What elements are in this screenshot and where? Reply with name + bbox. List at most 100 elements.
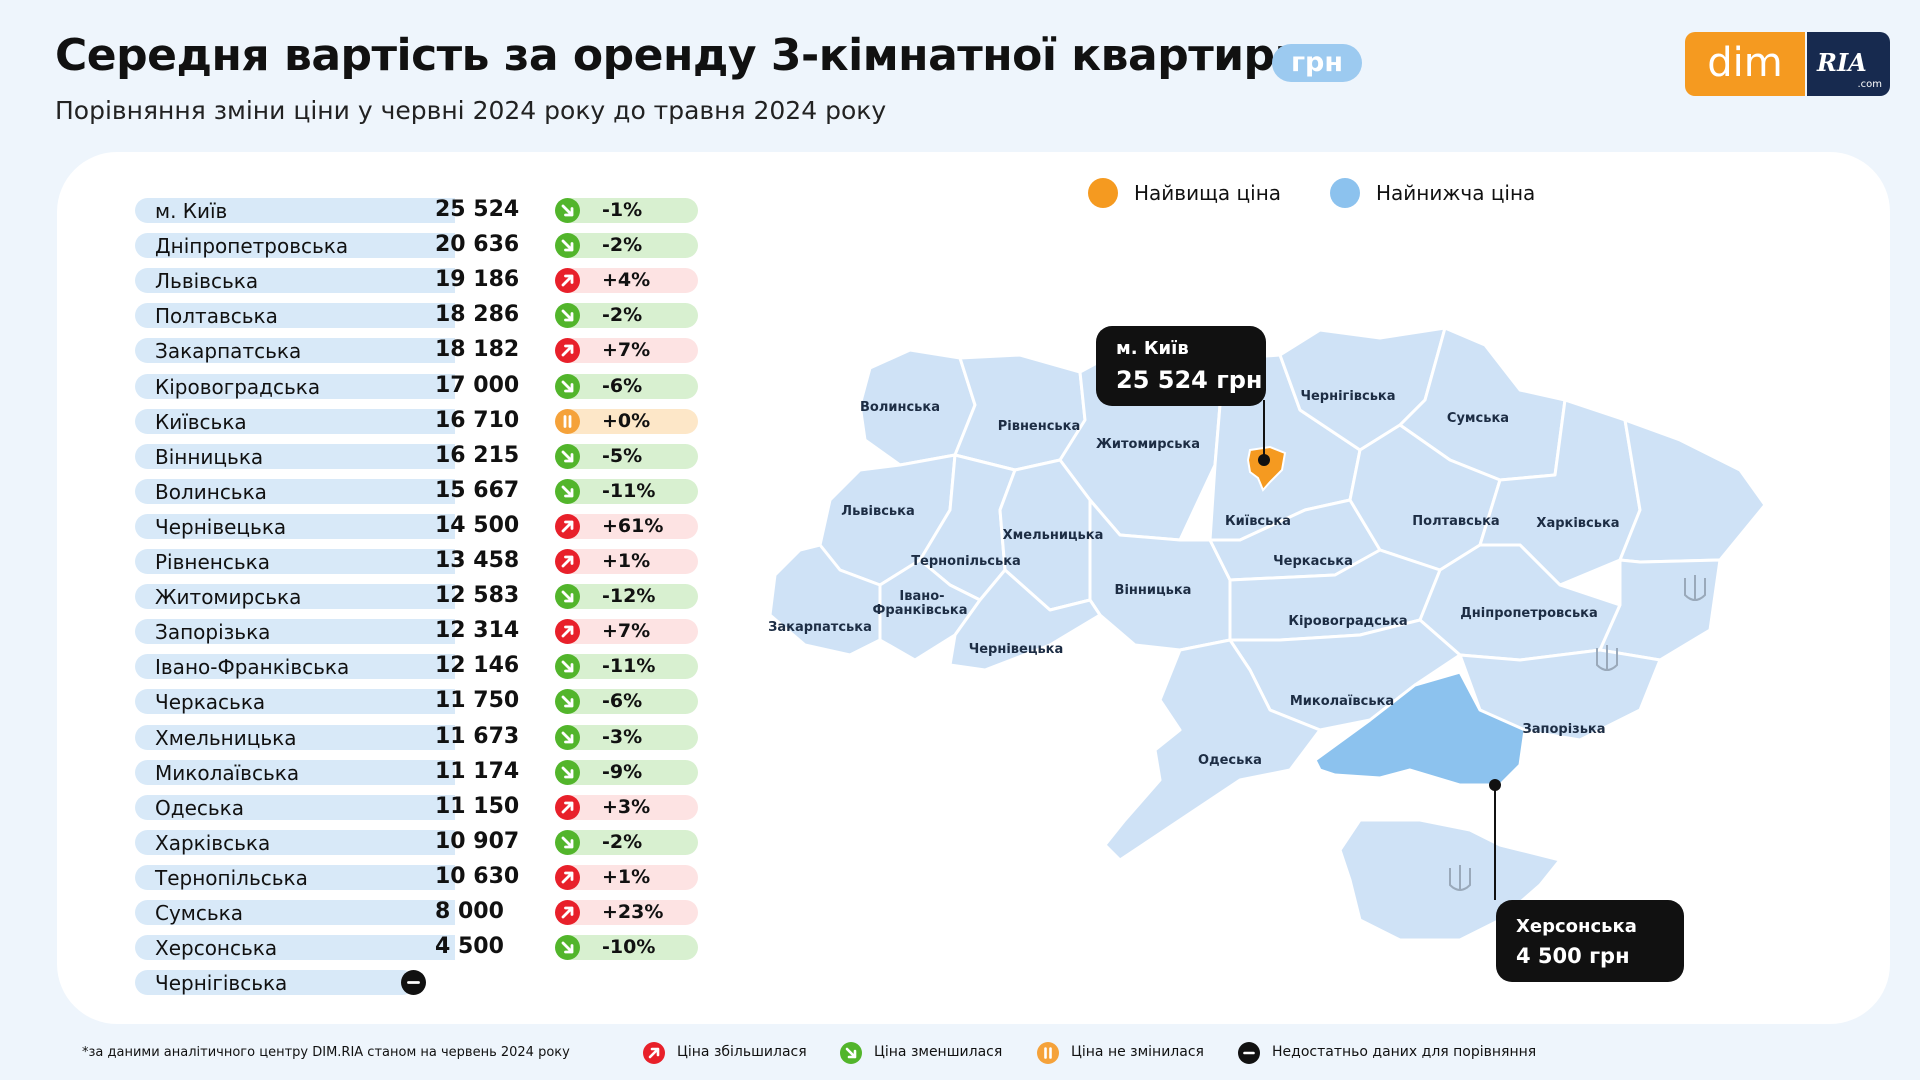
table-row[interactable]: Волинська 15 667 -11% — [135, 478, 698, 504]
price-up-icon — [555, 338, 580, 364]
map-label-ivano-2: Франківська — [873, 603, 968, 618]
table-row[interactable]: Полтавська 18 286 -2% — [135, 302, 698, 329]
row-region-name: Чернівецька — [155, 514, 287, 539]
footer-same-label: Ціна не змінилася — [1071, 1044, 1204, 1060]
table-row[interactable]: Львівська 19 186 +4% — [135, 267, 698, 294]
row-price: 18 286 — [435, 302, 520, 328]
price-up-icon — [555, 513, 580, 539]
region-odeska[interactable] — [1103, 638, 1322, 862]
table-row[interactable]: Одеська 11 150 +3% — [135, 794, 698, 820]
table-row[interactable]: Чернігівська — [135, 970, 698, 996]
row-name-background — [135, 654, 455, 680]
row-region-name: Харківська — [155, 830, 271, 855]
table-row[interactable]: Черкаська 11 750 -6% — [135, 688, 698, 715]
price-up-icon — [555, 900, 580, 925]
row-name-background — [135, 303, 455, 329]
map-label-zaporizka: Запорізька — [1522, 722, 1605, 737]
price-down-icon — [555, 198, 580, 223]
row-region-name: Херсонська — [155, 936, 278, 961]
table-row[interactable]: Київська 16 710 +0% — [135, 407, 698, 434]
map-label-zhytomyrska: Житомирська — [1096, 437, 1200, 452]
map-label-dnipropetrovska: Дніпропетровська — [1460, 606, 1598, 621]
row-name-background — [135, 443, 455, 469]
map-label-volynska: Волинська — [860, 400, 940, 415]
row-change: -5% — [602, 444, 643, 467]
page-title: Середня вартість за оренду 3-кімнатної к… — [55, 30, 1305, 81]
row-change-background — [570, 408, 698, 434]
row-change: +0% — [602, 409, 651, 432]
table-row[interactable]: м. Київ 25 524 -1% — [135, 197, 698, 223]
row-region-name: Житомирська — [155, 585, 302, 610]
row-name-background — [135, 864, 455, 890]
row-change: -10% — [602, 936, 656, 959]
row-change: +7% — [602, 620, 651, 643]
table-row[interactable]: Сумська 8 000 +23% — [135, 899, 698, 925]
row-name-background — [135, 584, 455, 610]
map-label-ivano-1: Івано- — [899, 589, 944, 604]
region-donetska[interactable] — [1598, 558, 1722, 662]
region-khersonska[interactable] — [1313, 670, 1527, 787]
row-change: -1% — [602, 199, 643, 221]
no-data-icon — [1238, 1042, 1260, 1064]
row-price: 11 673 — [435, 723, 520, 749]
row-change-background — [570, 373, 698, 399]
row-change: +1% — [602, 550, 651, 572]
region-zakarpatska[interactable] — [768, 543, 882, 657]
table-row[interactable]: Тернопільська 10 630 +1% — [135, 864, 698, 890]
map-label-chernihivska: Чернігівська — [1300, 389, 1395, 404]
row-region-name: Закарпатська — [155, 339, 302, 364]
table-row[interactable]: Миколаївська 11 174 -9% — [135, 759, 698, 785]
legend-highest-label: Найвища ціна — [1134, 181, 1282, 205]
row-name-background — [135, 829, 455, 855]
price-down-icon — [555, 935, 580, 961]
row-price: 10 907 — [435, 828, 520, 854]
row-change: +1% — [602, 865, 651, 888]
table-row[interactable]: Вінницька 16 215 -5% — [135, 443, 698, 469]
row-region-name: Кіровоградська — [155, 374, 321, 399]
kyiv-callout-name: м. Київ — [1116, 338, 1189, 359]
price-same-icon — [1037, 1042, 1059, 1064]
region-chernivetska[interactable] — [948, 568, 1102, 672]
row-region-name: Вінницька — [155, 444, 264, 469]
row-price: 11 750 — [435, 688, 520, 714]
row-change-background — [570, 549, 698, 574]
price-same-icon — [555, 408, 580, 434]
table-row[interactable]: Херсонська 4 500 -10% — [135, 934, 698, 961]
table-row[interactable]: Хмельницька 11 673 -3% — [135, 723, 698, 750]
table-row[interactable]: Запорізька 12 314 +7% — [135, 618, 698, 645]
row-name-background — [135, 513, 455, 539]
table-row[interactable]: Харківська 10 907 -2% — [135, 828, 698, 855]
row-name-background — [135, 689, 455, 715]
table-row[interactable]: Дніпропетровська 20 636 -2% — [135, 232, 698, 259]
table-row[interactable]: Чернівецька 14 500 +61% — [135, 513, 698, 539]
row-region-name: Запорізька — [155, 620, 271, 645]
row-change: -6% — [602, 374, 643, 397]
page-subtitle: Порівняння зміни ціни у червні 2024 року… — [55, 96, 887, 125]
trident-icon — [1449, 865, 1471, 891]
table-row[interactable]: Рівненська 13 458 +1% — [135, 548, 698, 574]
footer-nodata-label: Недостатньо даних для порівняння — [1272, 1044, 1537, 1060]
row-region-name: Тернопільська — [155, 865, 308, 890]
kyiv-city-marker[interactable] — [1246, 445, 1287, 492]
row-region-name: Одеська — [155, 795, 244, 820]
row-change: +23% — [602, 901, 664, 923]
row-change: -12% — [602, 585, 656, 608]
table-row[interactable]: Івано-Франківська 12 146 -11% — [135, 653, 698, 680]
price-down-icon — [555, 303, 580, 329]
row-change-background — [570, 268, 698, 294]
price-up-icon — [555, 619, 580, 645]
trident-icon — [1684, 575, 1706, 601]
row-price: 17 000 — [435, 372, 520, 398]
price-down-icon — [555, 373, 580, 399]
row-change: -2% — [602, 304, 643, 327]
row-price: 16 710 — [435, 407, 520, 433]
kherson-callout-value: 4 500 грн — [1516, 944, 1630, 968]
table-row[interactable]: Житомирська 12 583 -12% — [135, 583, 698, 610]
kyiv-callout-value: 25 524 грн — [1116, 366, 1263, 394]
row-name-background — [135, 724, 455, 750]
row-change-background — [570, 654, 698, 680]
table-row[interactable]: Кіровоградська 17 000 -6% — [135, 372, 698, 399]
table-row[interactable]: Закарпатська 18 182 +7% — [135, 337, 698, 364]
row-change-background — [570, 584, 698, 610]
dim-ria-logo[interactable]: dim RIA .com — [1685, 32, 1890, 96]
